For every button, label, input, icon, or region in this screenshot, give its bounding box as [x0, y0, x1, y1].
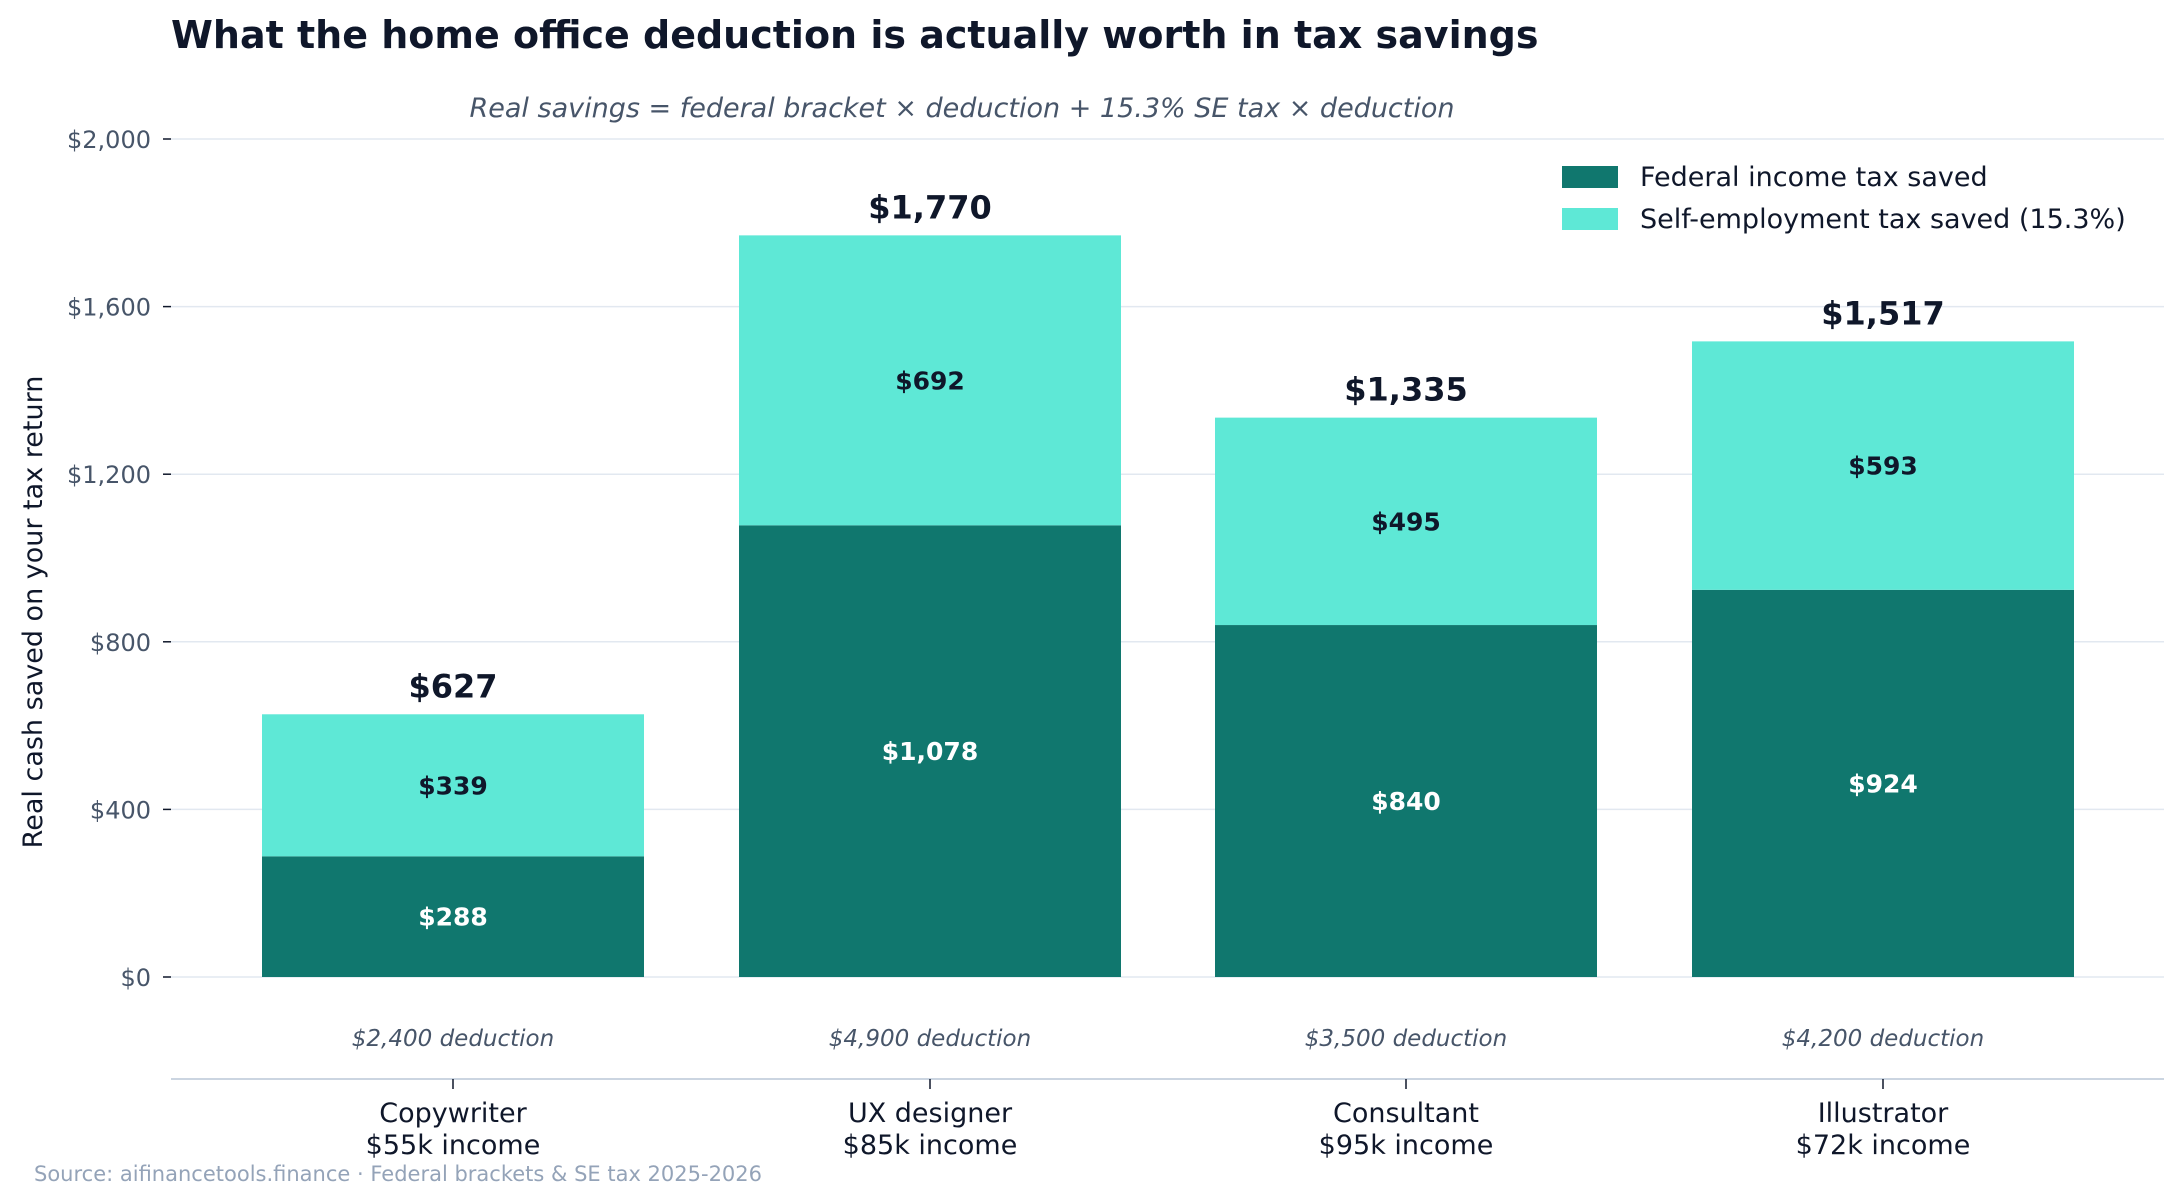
- deduction-label: $3,500 deduction: [1305, 1026, 1507, 1052]
- x-tick-label-name: UX designer: [848, 1098, 1013, 1129]
- value-label-federal: $1,078: [882, 737, 978, 766]
- bar-self-employment: [1215, 417, 1597, 626]
- value-label-federal: $840: [1371, 787, 1441, 816]
- bar-federal: [739, 525, 1121, 977]
- bar-self-employment: [739, 235, 1121, 526]
- bar-self-employment: [1692, 341, 2074, 590]
- y-tick-label: $1,200: [67, 461, 151, 489]
- chart-title: What the home office deduction is actual…: [171, 13, 1538, 57]
- deduction-label: $2,400 deduction: [352, 1026, 554, 1052]
- y-tick-label: $2,000: [67, 126, 151, 154]
- x-tick-label-name: Illustrator: [1818, 1098, 1949, 1129]
- bar-self-employment: [262, 714, 644, 857]
- value-label-self-employment: $692: [895, 366, 965, 395]
- x-tick-label-name: Consultant: [1333, 1098, 1479, 1129]
- legend-label-se: Self-employment tax saved (15.3%): [1640, 204, 2126, 235]
- y-tick-label: $1,600: [67, 294, 151, 322]
- x-tick-label-name: Copywriter: [379, 1098, 527, 1129]
- x-tick-label-income: $55k income: [366, 1130, 541, 1161]
- value-label-federal: $924: [1848, 769, 1918, 798]
- total-label: $1,770: [868, 188, 991, 226]
- x-tick-label-income: $85k income: [843, 1130, 1018, 1161]
- legend-swatch-federal: [1562, 166, 1618, 188]
- legend-label-federal: Federal income tax saved: [1640, 162, 1988, 193]
- value-label-self-employment: $339: [418, 771, 488, 800]
- bar-federal: [1692, 589, 2074, 977]
- chart-subtitle: Real savings = federal bracket × deducti…: [470, 93, 1455, 124]
- deduction-label: $4,200 deduction: [1782, 1026, 1984, 1052]
- bar-federal: [1215, 625, 1597, 977]
- x-tick-label-income: $95k income: [1319, 1130, 1494, 1161]
- total-label: $1,335: [1344, 371, 1467, 409]
- y-tick-label: $800: [90, 629, 151, 657]
- y-tick-label: $400: [90, 796, 151, 824]
- legend: Federal income tax saved Self-employment…: [1562, 162, 2126, 235]
- total-label: $1,517: [1821, 294, 1944, 332]
- total-label: $627: [408, 667, 497, 705]
- value-label-self-employment: $593: [1848, 452, 1918, 481]
- legend-swatch-se: [1562, 208, 1618, 230]
- y-tick-label: $0: [120, 964, 151, 992]
- value-label-federal: $288: [418, 903, 488, 932]
- source-note: Source: aifinancetools.finance · Federal…: [34, 1162, 762, 1186]
- x-tick-label-income: $72k income: [1796, 1130, 1971, 1161]
- deduction-label: $4,900 deduction: [829, 1026, 1031, 1052]
- bar-federal: [262, 856, 644, 977]
- value-label-self-employment: $495: [1371, 507, 1441, 536]
- y-axis-label: Real cash saved on your tax return: [18, 376, 49, 849]
